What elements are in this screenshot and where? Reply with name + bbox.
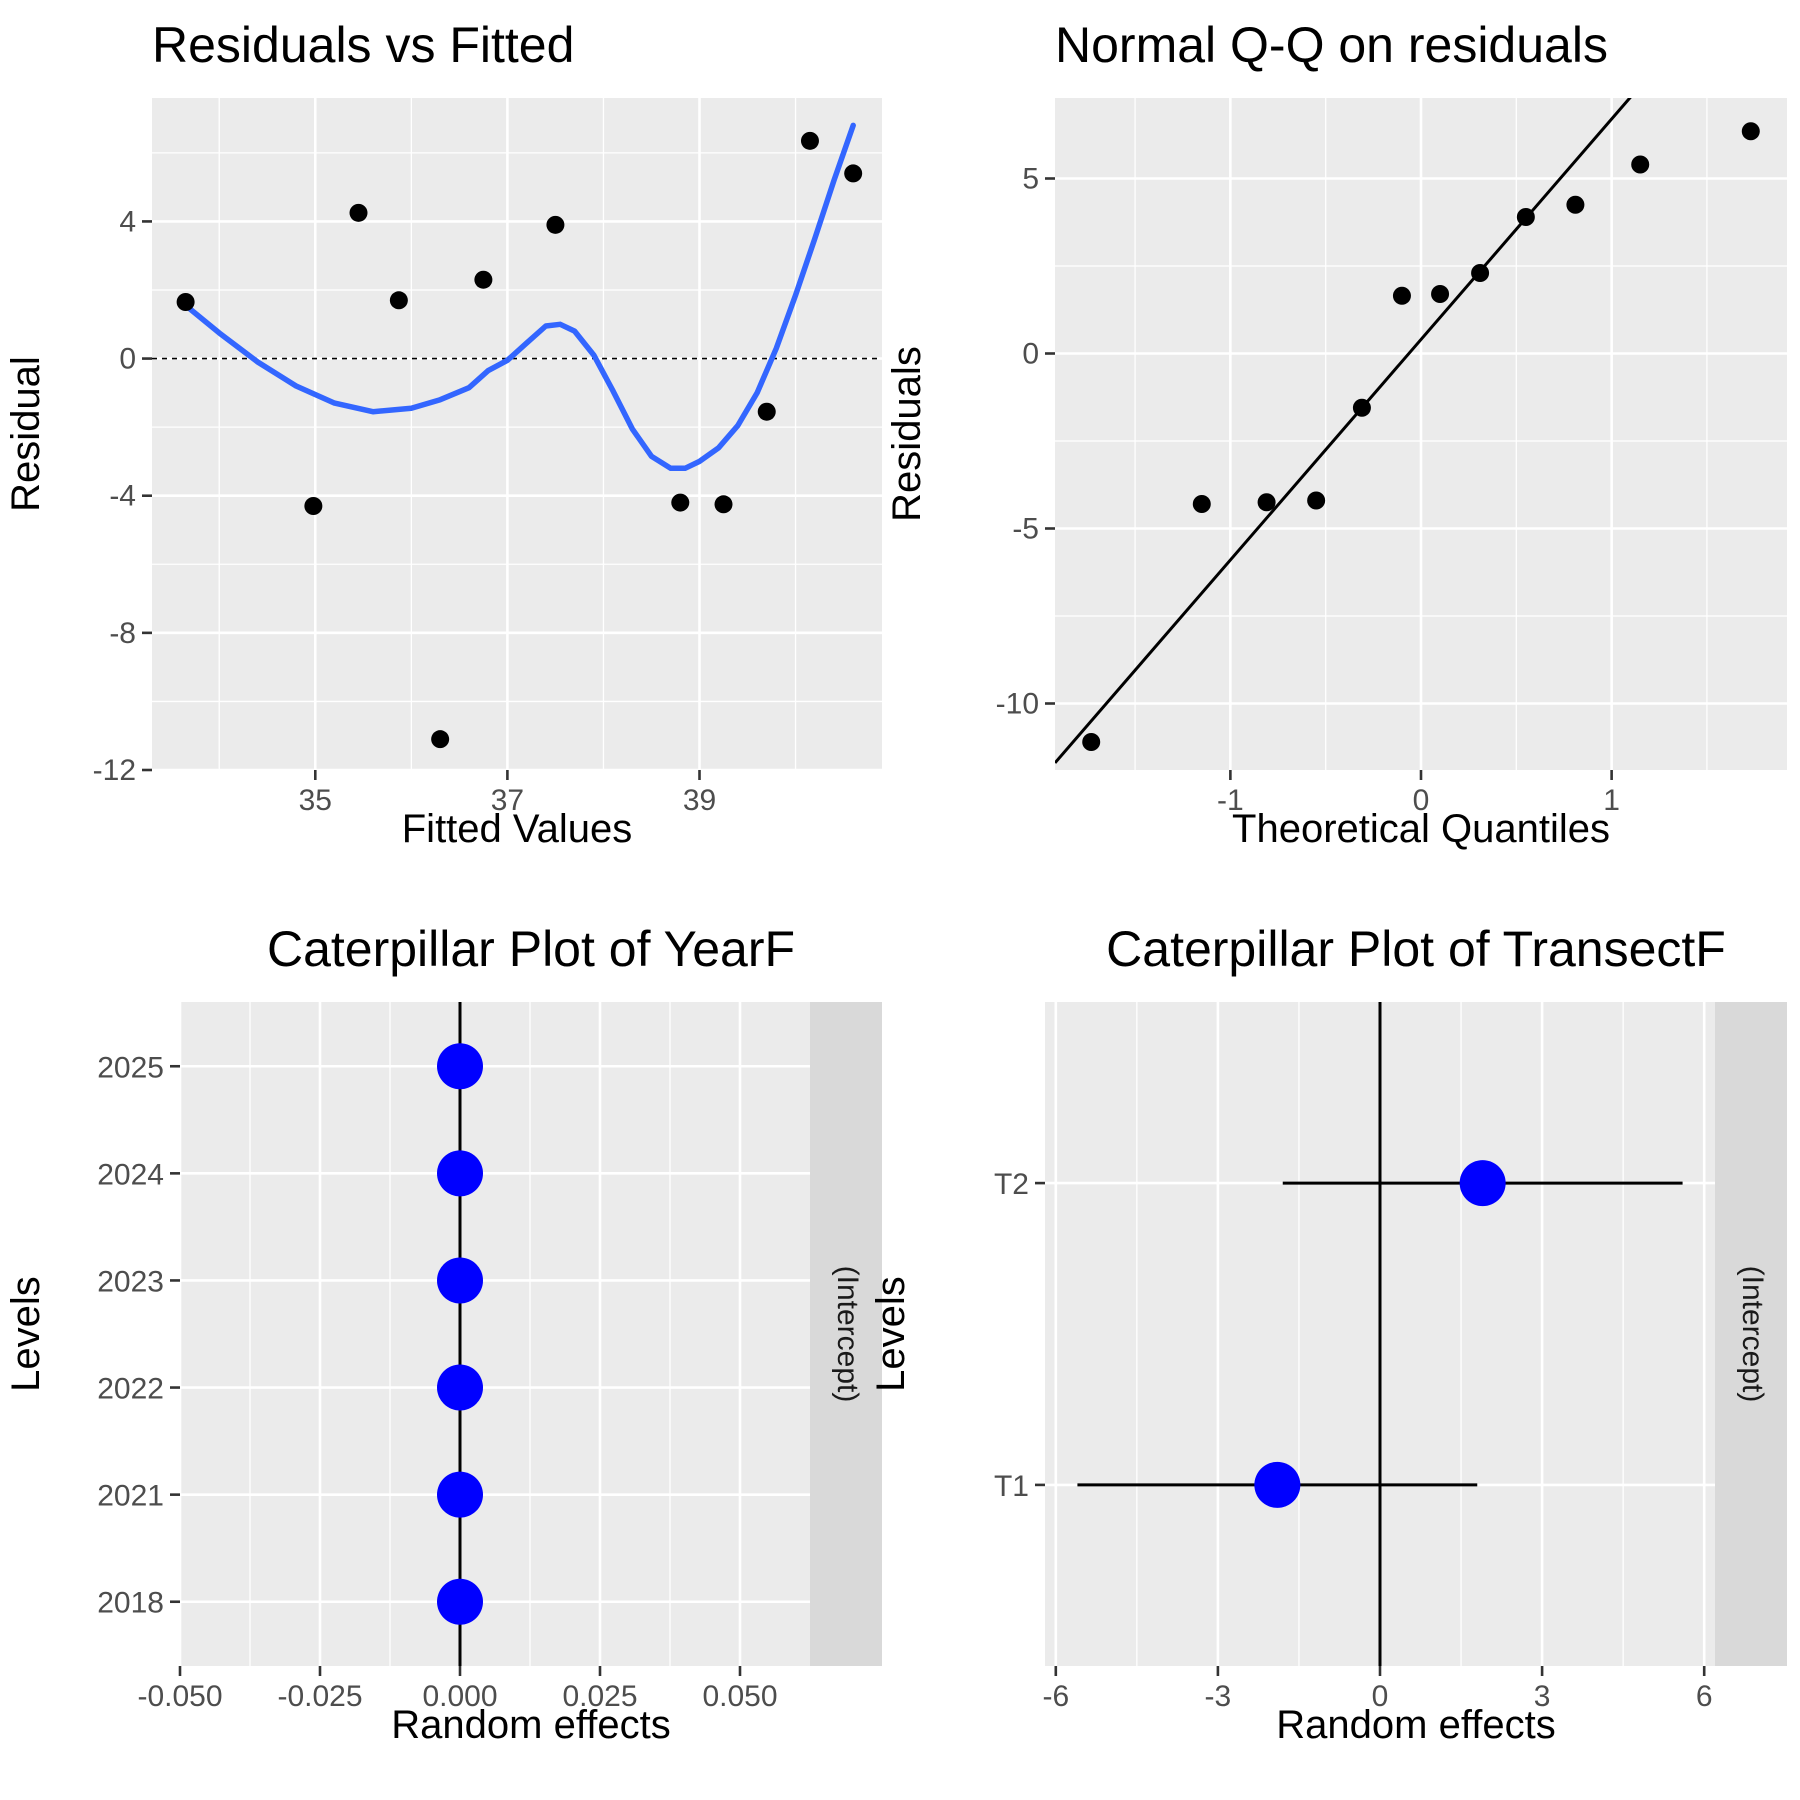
facet-strip-label: (Intercept) xyxy=(831,1266,864,1403)
y-axis-title: Levels xyxy=(869,1276,913,1392)
y-tick-label: -10 xyxy=(996,688,1039,721)
y-axis-title: Residual xyxy=(4,356,48,512)
level-point xyxy=(437,1257,483,1304)
x-tick-label: 1 xyxy=(1603,784,1620,817)
data-point xyxy=(349,203,368,222)
data-point xyxy=(1307,491,1326,510)
x-tick-label: 0 xyxy=(1413,784,1430,817)
x-tick-label: 39 xyxy=(683,784,716,817)
data-point xyxy=(1192,495,1211,513)
x-tick-label: 0.050 xyxy=(702,1680,777,1713)
y-tick-label: T1 xyxy=(994,1470,1029,1503)
data-point xyxy=(1566,195,1585,214)
x-tick-label: -3 xyxy=(1205,1680,1232,1713)
data-point xyxy=(1257,493,1276,512)
y-tick-label: 2021 xyxy=(97,1480,164,1513)
data-point xyxy=(1516,208,1535,226)
y-tick-label: T2 xyxy=(994,1168,1029,1201)
y-axis-title: Residuals xyxy=(885,346,929,522)
data-point xyxy=(474,270,493,289)
x-axis-title: Random effects xyxy=(391,1703,670,1747)
plot-area xyxy=(152,122,882,749)
chart-title: Normal Q-Q on residuals xyxy=(1055,17,1608,73)
facet-strip-label: (Intercept) xyxy=(1736,1266,1769,1403)
plot-area xyxy=(1055,98,1760,764)
x-tick-label: -1 xyxy=(1217,784,1244,817)
level-point xyxy=(437,1364,483,1411)
y-tick-label: 0 xyxy=(119,343,136,376)
x-tick-label: 6 xyxy=(1696,1680,1713,1713)
y-tick-label: -12 xyxy=(93,754,136,787)
level-point xyxy=(437,1150,483,1197)
x-tick-label: 0.025 xyxy=(562,1680,637,1713)
data-point xyxy=(176,293,195,311)
panel-resid: 35 37 39 -12 -8 -4 0 4 Residuals vs Fitted Fitted… xyxy=(4,17,882,851)
data-point xyxy=(757,402,776,421)
x-tick-label: 3 xyxy=(1534,1680,1551,1713)
data-point xyxy=(1082,733,1101,751)
panel-cat-year: 2018 2021 2022 2023 2024 2025 (Intercept) -0.05… xyxy=(4,921,882,1747)
chart-title: Caterpillar Plot of TransectF xyxy=(1106,921,1726,977)
x-axis-title: Theoretical Quantiles xyxy=(1232,807,1610,851)
facet-strip xyxy=(1715,1002,1787,1666)
data-point xyxy=(1392,286,1411,305)
plot-background xyxy=(180,1002,810,1666)
y-tick-label: -8 xyxy=(109,617,136,650)
chart-title: Caterpillar Plot of YearF xyxy=(267,921,795,977)
x-tick-label: -0.025 xyxy=(277,1680,362,1713)
level-point xyxy=(437,1043,483,1090)
data-point xyxy=(800,131,819,150)
qq-reference-line xyxy=(1055,98,1632,764)
y-tick-label: 2018 xyxy=(97,1587,164,1620)
x-tick-label: -0.050 xyxy=(137,1680,222,1713)
level-point xyxy=(1459,1160,1506,1207)
y-tick-label: 2024 xyxy=(97,1158,164,1191)
y-tick-label: 2025 xyxy=(97,1051,164,1084)
y-tick-label: -4 xyxy=(109,480,136,513)
x-tick-label: 0 xyxy=(1372,1680,1389,1713)
y-axis-title: Levels xyxy=(4,1276,48,1392)
x-tick-label: -6 xyxy=(1042,1680,1069,1713)
data-point xyxy=(671,493,690,512)
data-point xyxy=(1741,122,1760,141)
data-point xyxy=(1471,264,1490,282)
level-point xyxy=(437,1471,483,1518)
level-point xyxy=(437,1578,483,1625)
x-axis-title: Fitted Values xyxy=(402,807,633,851)
data-point xyxy=(1431,285,1450,303)
data-point xyxy=(1631,155,1650,174)
data-point xyxy=(1352,398,1371,417)
x-tick-label: 37 xyxy=(491,784,524,817)
y-tick-label: 0 xyxy=(1022,338,1039,371)
data-point xyxy=(304,497,323,515)
x-axis-title: Random effects xyxy=(1276,1703,1555,1747)
data-point xyxy=(714,495,733,514)
y-tick-label: 2023 xyxy=(97,1265,164,1298)
x-tick-label: 0.000 xyxy=(422,1680,497,1713)
y-tick-label: 5 xyxy=(1022,163,1039,196)
smooth-line xyxy=(182,122,856,472)
chart-title: Residuals vs Fitted xyxy=(152,17,574,73)
data-point xyxy=(844,164,863,183)
level-point xyxy=(1254,1461,1301,1508)
data-point xyxy=(431,730,450,749)
plot-background xyxy=(152,98,882,770)
x-tick-label: 35 xyxy=(299,784,332,817)
panel-cat-transect: T1 T2 (Intercept) -6 -3 0 3 6 Caterpillar Plot o… xyxy=(869,921,1787,1747)
y-tick-label: -5 xyxy=(1012,513,1039,546)
data-point xyxy=(546,215,565,234)
facet-strip xyxy=(810,1002,882,1666)
y-tick-label: 2022 xyxy=(97,1373,164,1406)
data-point xyxy=(389,291,408,310)
y-tick-label: 4 xyxy=(119,205,136,238)
